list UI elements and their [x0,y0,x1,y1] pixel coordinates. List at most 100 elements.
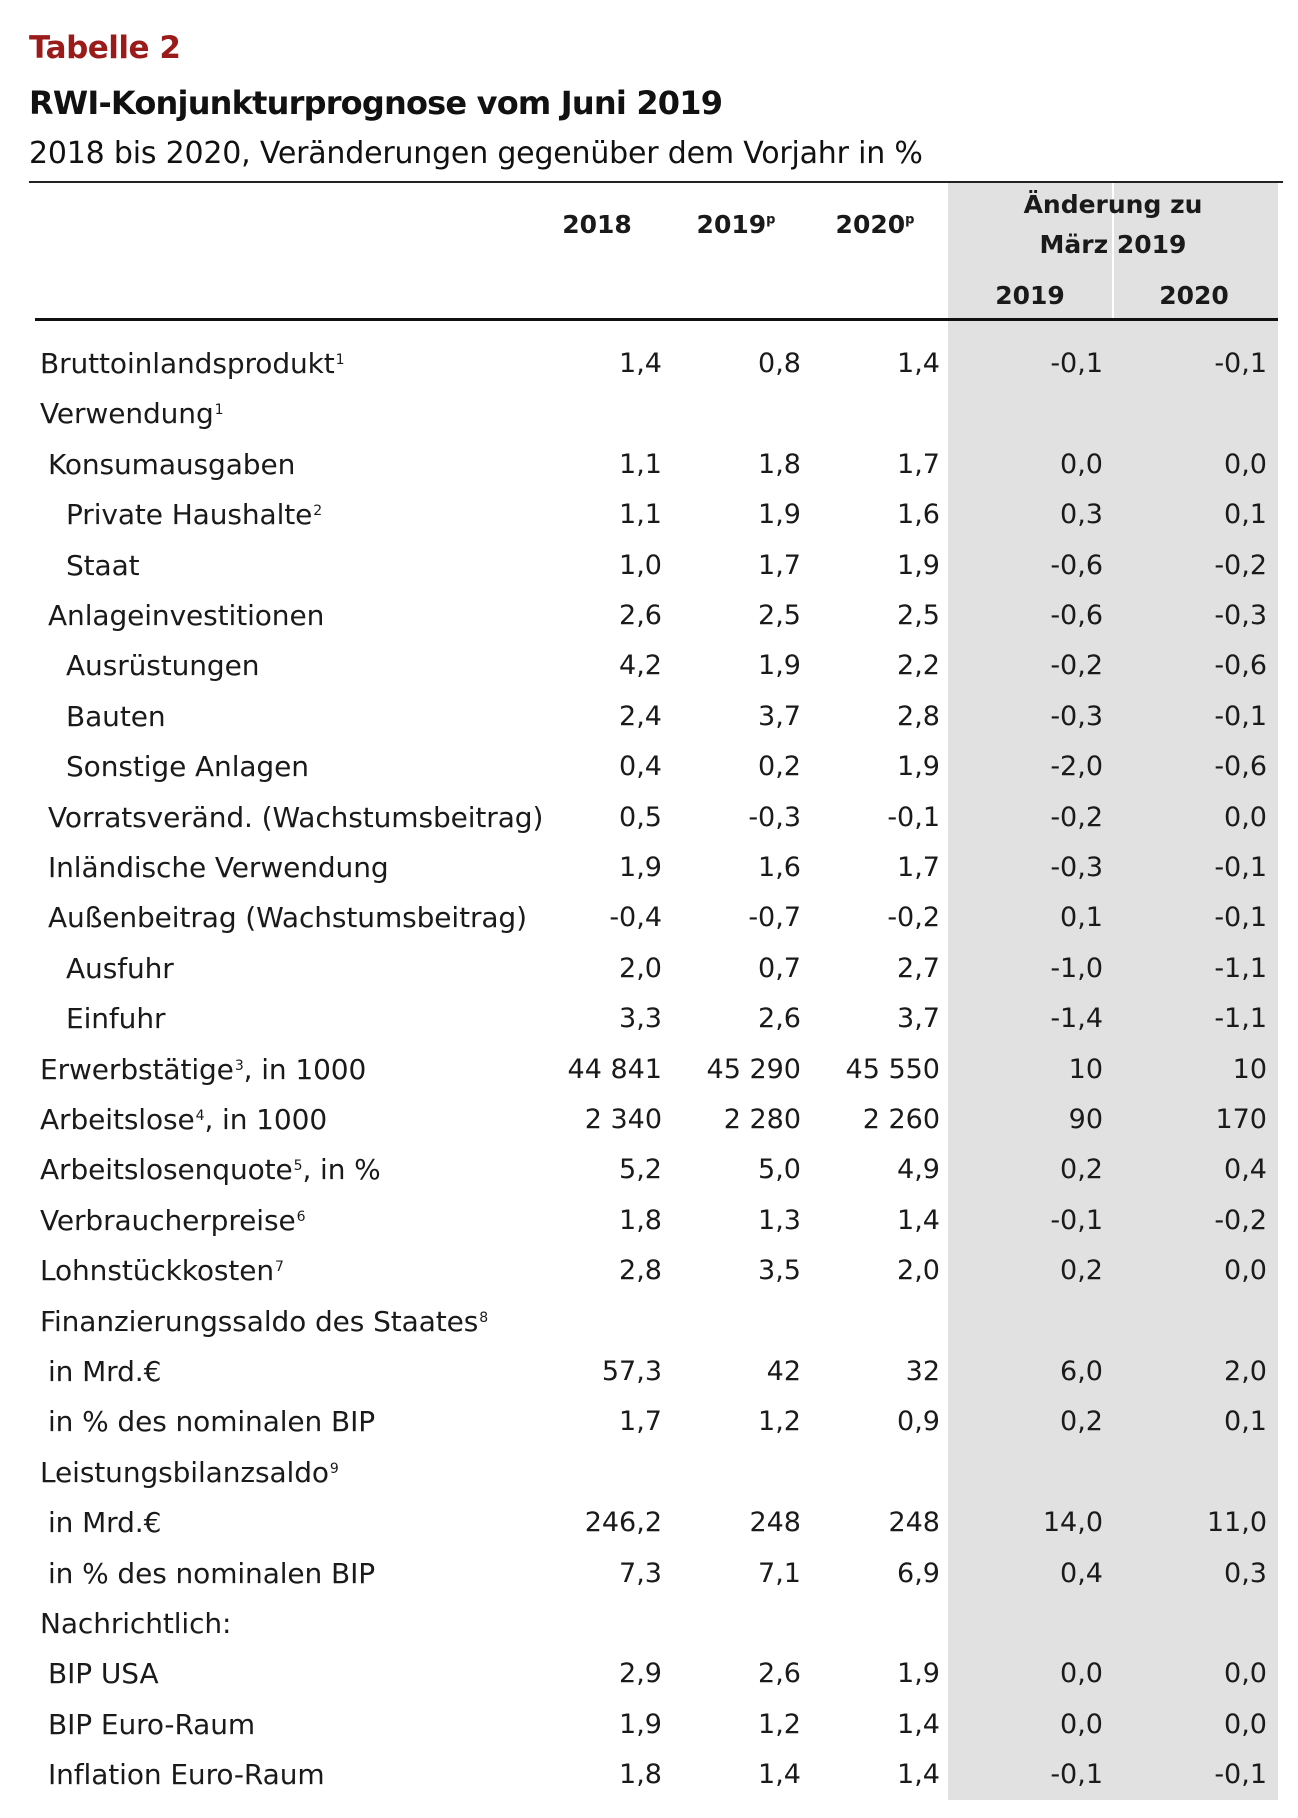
table-subtitle: 2018 bis 2020, Veränderungen gegenüber d… [29,136,923,171]
row-value: 2,0 [897,1255,940,1287]
table-row: Staat 1,0 1,7 1,9 -0,6 -0,2 [0,541,1298,591]
col-header-change-line2: März 2019 [1039,230,1187,259]
row-label: Inländische Verwendung [48,851,389,884]
row-label: BIP Euro-Raum [48,1707,256,1741]
row-value: 2,2 [897,650,940,682]
row-value: -0,1 [1050,1204,1103,1236]
row-value: 3,3 [619,1003,662,1035]
table-row: Arbeitslosenquote5, in % 5,2 5,0 4,9 0,2 0,4 [0,1145,1298,1195]
table-row: in Mrd.€ 246,2 248 248 14,0 11,0 [0,1498,1298,1548]
row-value: 2,6 [619,600,662,631]
row-value: 1,4 [897,1759,940,1791]
row-label: Inflation Euro-Raum [48,1758,325,1792]
row-value: -0,3 [1050,852,1103,883]
table-row: Finanzierungssaldo des Staates8 [0,1297,1298,1347]
row-value: -0,1 [1214,852,1267,883]
row-value: 1,2 [758,1406,801,1438]
row-value: -0,6 [1050,549,1103,581]
row-value: 1,4 [619,348,662,379]
row-value: 3,7 [897,1003,940,1035]
row-value: 2,0 [1224,1356,1267,1387]
row-value: 2,8 [619,1255,662,1287]
row-value: 0,3 [1224,1557,1267,1589]
row-value: 5,2 [619,1154,662,1186]
row-label: in Mrd.€ [48,1506,162,1540]
row-label: Arbeitslose4, in 1000 [40,1103,328,1136]
row-value: 1,9 [758,650,801,682]
row-label: Bruttoinlandsprodukt1 [40,347,345,380]
table-row: Anlageinvestitionen 2,6 2,5 2,5 -0,6 -0,3 [0,591,1298,641]
row-value: 0,1 [1224,499,1267,531]
row-label: Einfuhr [66,1002,166,1036]
row-value: -0,1 [1050,348,1103,379]
row-value: -0,1 [1214,700,1267,732]
row-value: 246,2 [584,1507,662,1539]
row-value: 1,8 [619,1759,662,1791]
table-row: in % des nominalen BIP 1,7 1,2 0,9 0,2 0,1 [0,1397,1298,1447]
row-label: Lohnstückkosten7 [40,1254,284,1288]
footnote-marker: 6 [296,1208,306,1225]
row-label: Leistungsbilanzsaldo9 [40,1455,339,1489]
row-value: 0,0 [1224,801,1267,833]
table-row: Vorratsveränd. (Wachstumsbeitrag) 0,5 -0,3… [0,793,1298,843]
row-value: 1,3 [758,1204,801,1236]
row-value: 248 [888,1507,940,1539]
row-value: -0,2 [1050,650,1103,682]
row-value: 44 841 [567,1053,662,1085]
table-row: Ausfuhr 2,0 0,7 2,7 -1,0 -1,1 [0,944,1298,994]
col-header-2020: 2020p [835,210,915,239]
row-value: 1,0 [619,549,662,581]
row-label: Nachrichtlich: [40,1607,232,1640]
row-value: 4,2 [619,650,662,682]
row-label: in Mrd.€ [48,1355,162,1388]
row-value: -0,2 [1214,1204,1267,1236]
row-value: 2 340 [584,1104,662,1135]
col-header-2020-sup: p [905,212,915,228]
col-header-2019: 2019p [696,210,776,239]
row-value: 2 280 [723,1104,801,1135]
row-value: -0,3 [748,801,801,833]
row-value: 1,7 [758,549,801,581]
row-value: -0,1 [1214,902,1267,934]
table-row: Ausrüstungen 4,2 1,9 2,2 -0,2 -0,6 [0,641,1298,691]
row-value: 170 [1215,1104,1267,1135]
table-row: Inflation Euro-Raum 1,8 1,4 1,4 -0,1 -0,1 [0,1750,1298,1800]
row-value: -1,0 [1050,952,1103,984]
footnote-marker: 3 [234,1057,244,1074]
table-row: BIP Euro-Raum 1,9 1,2 1,4 0,0 0,0 [0,1700,1298,1750]
row-label: BIP USA [48,1657,159,1691]
row-value: 7,1 [758,1557,801,1589]
table-row: Verwendung1 [0,389,1298,439]
row-value: -0,1 [1050,1759,1103,1791]
row-label: Ausfuhr [66,951,174,985]
row-value: 1,1 [619,448,662,480]
table-title: RWI-Konjunkturprognose vom Juni 2019 [29,84,723,122]
row-value: 7,3 [619,1557,662,1589]
row-value: 0,4 [1060,1557,1103,1589]
table-row: Arbeitslose4, in 1000 2 340 2 280 2 260 90 17… [0,1095,1298,1145]
row-value: 1,9 [897,751,940,783]
row-value: -0,2 [1050,801,1103,833]
row-value: 1,4 [897,348,940,379]
row-value: 3,5 [758,1255,801,1287]
table-row: Außenbeitrag (Wachstumsbeitrag) -0,4 -0,7 -… [0,893,1298,943]
footnote-marker: 1 [335,352,345,368]
row-label: Verbraucherpreise6 [40,1203,306,1237]
row-value: 0,9 [897,1406,940,1438]
row-value: 2,6 [758,1003,801,1035]
table-row: Bauten 2,4 3,7 2,8 -0,3 -0,1 [0,692,1298,742]
row-value: 3,7 [758,700,801,732]
table-row: in Mrd.€ 57,3 42 32 6,0 2,0 [0,1347,1298,1397]
row-value: 0,0 [1224,1708,1267,1740]
col-header-2018: 2018 [562,210,632,239]
row-value: 1,9 [897,1658,940,1690]
row-value: 11,0 [1206,1507,1267,1539]
row-label: Erwerbstätige3, in 1000 [40,1052,367,1086]
col-header-2019-sup: p [766,212,776,228]
row-value: -0,3 [1050,700,1103,732]
row-value: -0,1 [1214,1759,1267,1791]
row-label: Außenbeitrag (Wachstumsbeitrag) [48,901,527,935]
table-row: Private Haushalte2 1,1 1,9 1,6 0,3 0,1 [0,490,1298,540]
row-value: 0,0 [1060,1708,1103,1740]
